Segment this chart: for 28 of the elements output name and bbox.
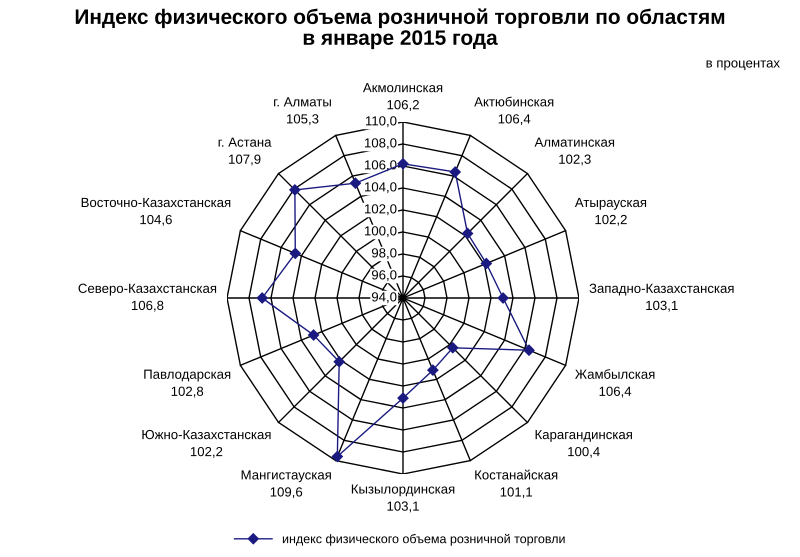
spoke-label: Кызылординская 103,1 — [352, 484, 454, 512]
chart-subtitle: в процентах — [706, 60, 780, 70]
spoke-label: Южно-Казахстанская 102,2 — [142, 430, 271, 458]
y-tick-label: 98,0 — [372, 248, 396, 260]
spoke-label: Актюбинская 106,4 — [474, 96, 554, 126]
y-tick-label: 94,0 — [372, 292, 396, 304]
spoke-label: Костанайская 101,1 — [475, 470, 558, 498]
y-tick-label: 96,0 — [372, 270, 396, 282]
spoke-label: Северо-Казахстанская 106,8 — [78, 284, 216, 312]
spoke-label: Западно-Казахстанская 103,1 — [589, 284, 734, 312]
spoke-label: г. Алматы 105,3 — [274, 97, 331, 126]
chart-title: Индекс физического объема розничной торговли по областям в январе 2015 года — [76, 8, 724, 50]
spoke-label: Жамбылская 106,4 — [575, 369, 654, 398]
spoke-label: Акмолинская 106,2 — [362, 83, 442, 111]
spoke-label: Атырауская 102,2 — [574, 198, 646, 226]
spoke-label: Восточно-Казахстанская 104,6 — [82, 198, 230, 226]
spoke-label: Карагандинская 100,4 — [536, 430, 632, 458]
y-tick-label: 102,0 — [364, 204, 396, 216]
legend-label: индекс физического объема розничной торговли — [282, 534, 565, 546]
spoke-label: Алматинская 102,3 — [534, 138, 614, 166]
spoke-label: Павлодарская 102,8 — [144, 370, 230, 398]
y-tick-label: 106,0 — [364, 160, 396, 172]
spoke-label: г. Астана 107,9 — [218, 138, 272, 166]
y-tick-label: 110,0 — [366, 116, 396, 128]
y-tick-label: 100,0 — [364, 226, 396, 238]
y-tick-label: 108,0 — [364, 138, 396, 150]
spoke-label: Мангистауская 109,6 — [242, 470, 331, 498]
y-tick-label: 104,0 — [364, 182, 396, 194]
